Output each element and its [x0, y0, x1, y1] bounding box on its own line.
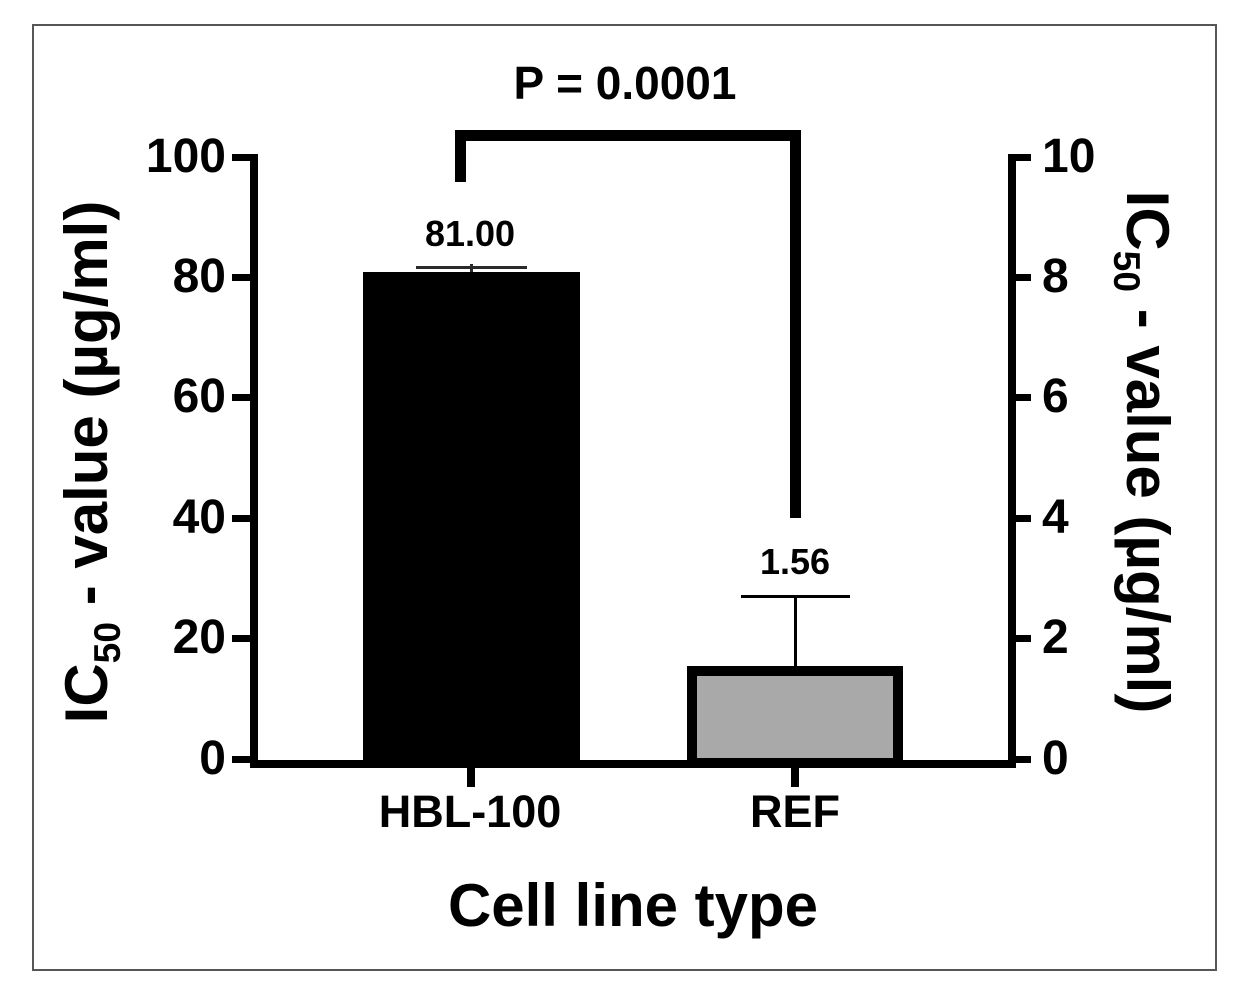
right-y-tick-6 [1016, 394, 1031, 401]
bar-value-label-hbl100: 81.00 [424, 213, 516, 254]
right-y-axis-title: IC50 - value (µg/ml) [1106, 72, 1181, 832]
right-y-tick-label: 2 [1042, 611, 1069, 664]
right-y-tick-label: 10 [1042, 130, 1096, 183]
bar-hbl100 [363, 272, 580, 760]
right-y-axis-title-units: - value (µg/ml) [1114, 292, 1181, 714]
right-y-tick-10 [1016, 154, 1031, 161]
left-y-tick-label: 100 [145, 130, 226, 183]
left-y-tick-label: 40 [172, 491, 226, 544]
significance-bracket-left-leg [455, 130, 466, 182]
x-axis-title: Cell line type [447, 872, 819, 939]
right-y-tick-label: 8 [1042, 250, 1069, 303]
significance-bracket-right-leg [790, 130, 801, 518]
left-y-axis-title-units: - value (µg/ml) [53, 200, 120, 622]
right-y-tick-8 [1016, 274, 1031, 281]
figure-border [32, 24, 1217, 971]
x-axis-line [250, 760, 1016, 768]
error-bar-cap-ref [741, 595, 850, 598]
left-y-tick-40 [232, 515, 250, 522]
right-y-tick-label: 4 [1042, 491, 1069, 544]
left-y-tick-label: 0 [199, 732, 226, 785]
bar-ref [687, 666, 903, 768]
x-tick-hbl100 [467, 768, 475, 787]
bar-value-label-ref: 1.56 [759, 541, 831, 582]
right-y-tick-label: 6 [1042, 370, 1069, 423]
left-y-axis-title: IC50 - value (µg/ml) [53, 82, 128, 842]
left-y-tick-80 [232, 274, 250, 281]
category-label-ref: REF [750, 786, 840, 837]
left-y-tick-100 [232, 154, 250, 161]
right-y-axis-title-subscript: 50 [1106, 250, 1148, 293]
right-y-tick-4 [1016, 515, 1031, 522]
left-y-axis-title-subscript: 50 [86, 621, 128, 664]
left-y-axis-line [250, 154, 258, 768]
x-tick-ref [791, 768, 799, 787]
left-y-tick-label: 80 [172, 250, 226, 303]
left-y-tick-0 [232, 756, 250, 763]
significance-p-value-label: P = 0.0001 [513, 57, 737, 109]
error-bar-line-hbl100 [470, 264, 473, 273]
left-y-tick-label: 60 [172, 370, 226, 423]
left-y-tick-label: 20 [172, 611, 226, 664]
category-label-hbl100: HBL-100 [378, 786, 562, 837]
left-y-tick-60 [232, 394, 250, 401]
right-y-axis-line [1008, 154, 1016, 768]
right-y-tick-label: 0 [1042, 732, 1069, 785]
right-y-tick-0 [1016, 756, 1031, 763]
left-y-axis-title-text: IC [53, 663, 120, 724]
error-bar-line-ref [794, 597, 797, 667]
right-y-tick-2 [1016, 635, 1031, 642]
significance-bracket-top [455, 130, 801, 141]
left-y-tick-20 [232, 635, 250, 642]
right-y-axis-title-text: IC [1114, 190, 1181, 251]
